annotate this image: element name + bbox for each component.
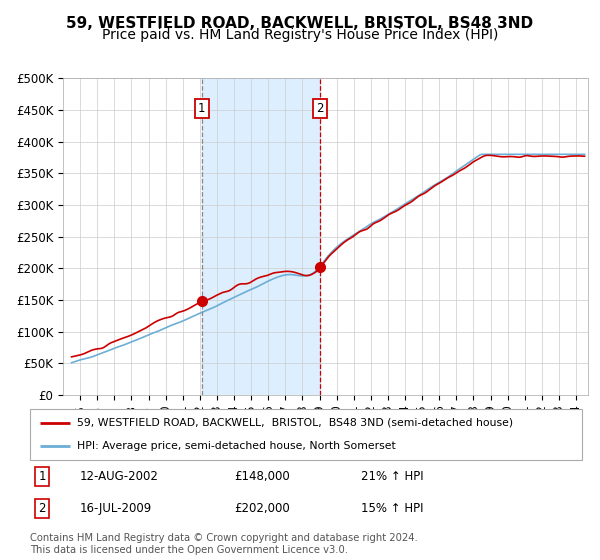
- Text: 1: 1: [198, 102, 206, 115]
- Text: 59, WESTFIELD ROAD, BACKWELL, BRISTOL, BS48 3ND: 59, WESTFIELD ROAD, BACKWELL, BRISTOL, B…: [67, 16, 533, 31]
- Text: 21% ↑ HPI: 21% ↑ HPI: [361, 470, 424, 483]
- Text: 12-AUG-2002: 12-AUG-2002: [80, 470, 158, 483]
- FancyBboxPatch shape: [30, 409, 582, 460]
- Text: 2: 2: [38, 502, 46, 515]
- Text: 2: 2: [316, 102, 324, 115]
- Bar: [202, 78, 320, 395]
- Text: 1: 1: [38, 470, 46, 483]
- Text: 16-JUL-2009: 16-JUL-2009: [80, 502, 152, 515]
- Text: 59, WESTFIELD ROAD, BACKWELL,  BRISTOL,  BS48 3ND (semi-detached house): 59, WESTFIELD ROAD, BACKWELL, BRISTOL, B…: [77, 418, 513, 428]
- Text: Contains HM Land Registry data © Crown copyright and database right 2024.
This d: Contains HM Land Registry data © Crown c…: [30, 533, 418, 555]
- Text: £202,000: £202,000: [234, 502, 290, 515]
- Text: HPI: Average price, semi-detached house, North Somerset: HPI: Average price, semi-detached house,…: [77, 441, 395, 451]
- Text: 15% ↑ HPI: 15% ↑ HPI: [361, 502, 424, 515]
- Text: £148,000: £148,000: [234, 470, 290, 483]
- Text: Price paid vs. HM Land Registry's House Price Index (HPI): Price paid vs. HM Land Registry's House …: [102, 28, 498, 42]
